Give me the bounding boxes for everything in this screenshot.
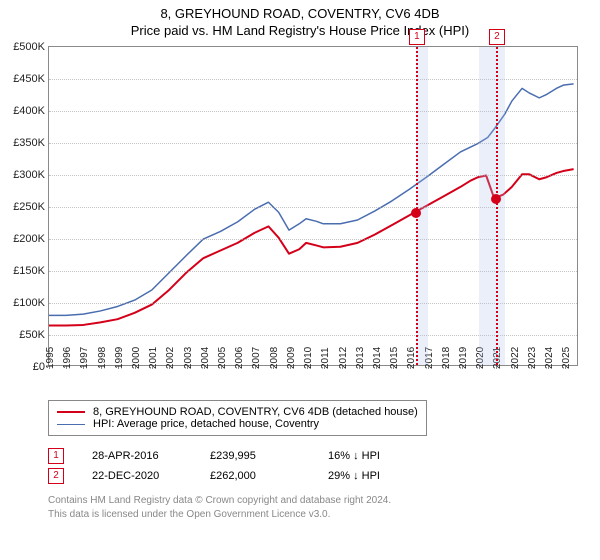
x-axis-label: 2002 bbox=[165, 347, 176, 369]
legend-label-hpi: HPI: Average price, detached house, Cove… bbox=[93, 418, 319, 430]
sale-price: £262,000 bbox=[210, 470, 300, 482]
chart-legend: 8, GREYHOUND ROAD, COVENTRY, CV6 4DB (de… bbox=[48, 400, 427, 436]
sale-index-label: 2 bbox=[489, 29, 505, 45]
sale-date: 22-DEC-2020 bbox=[92, 470, 182, 482]
y-axis-label: £500K bbox=[13, 41, 49, 53]
sale-index-badge: 2 bbox=[48, 468, 64, 484]
sale-date: 28-APR-2016 bbox=[92, 450, 182, 462]
x-axis-label: 2018 bbox=[441, 347, 452, 369]
x-axis-label: 2001 bbox=[148, 347, 159, 369]
x-axis-label: 1997 bbox=[79, 347, 90, 369]
sale-hpi-delta: 16% ↓ HPI bbox=[328, 450, 418, 462]
legend-label-property: 8, GREYHOUND ROAD, COVENTRY, CV6 4DB (de… bbox=[93, 406, 418, 418]
legend-row-hpi: HPI: Average price, detached house, Cove… bbox=[57, 418, 418, 430]
x-axis-label: 2003 bbox=[183, 347, 194, 369]
x-axis-label: 2012 bbox=[338, 347, 349, 369]
x-axis-label: 2000 bbox=[131, 347, 142, 369]
sale-index-badge: 1 bbox=[48, 448, 64, 464]
sales-row: 1 28-APR-2016 £239,995 16% ↓ HPI bbox=[48, 446, 600, 466]
sale-hpi-delta: 29% ↓ HPI bbox=[328, 470, 418, 482]
chart-title-subtitle: Price paid vs. HM Land Registry's House … bbox=[0, 23, 600, 38]
y-axis-label: £350K bbox=[13, 137, 49, 149]
sales-table: 1 28-APR-2016 £239,995 16% ↓ HPI 2 22-DE… bbox=[48, 446, 600, 486]
x-axis-label: 2024 bbox=[544, 347, 555, 369]
sale-marker bbox=[491, 194, 501, 204]
legend-row-property: 8, GREYHOUND ROAD, COVENTRY, CV6 4DB (de… bbox=[57, 406, 418, 418]
sale-marker bbox=[411, 208, 421, 218]
sale-price: £239,995 bbox=[210, 450, 300, 462]
x-axis-label: 2007 bbox=[251, 347, 262, 369]
y-axis-label: £400K bbox=[13, 105, 49, 117]
x-axis-label: 2011 bbox=[320, 347, 331, 369]
sales-row: 2 22-DEC-2020 £262,000 29% ↓ HPI bbox=[48, 466, 600, 486]
x-axis-label: 2014 bbox=[372, 347, 383, 369]
x-axis-label: 2022 bbox=[510, 347, 521, 369]
x-axis-label: 2023 bbox=[527, 347, 538, 369]
sale-index-label: 1 bbox=[409, 29, 425, 45]
x-axis-label: 2006 bbox=[234, 347, 245, 369]
x-axis-label: 1996 bbox=[62, 347, 73, 369]
chart-plot-area: £0£50K£100K£150K£200K£250K£300K£350K£400… bbox=[48, 46, 578, 366]
sale-vline bbox=[496, 47, 498, 365]
x-axis-label: 2025 bbox=[561, 347, 572, 369]
y-axis-label: £200K bbox=[13, 233, 49, 245]
sale-vline bbox=[416, 47, 418, 365]
x-axis-label: 2009 bbox=[286, 347, 297, 369]
legend-swatch-hpi bbox=[57, 424, 85, 425]
chart-titles: 8, GREYHOUND ROAD, COVENTRY, CV6 4DB Pri… bbox=[0, 0, 600, 38]
x-axis-label: 1998 bbox=[97, 347, 108, 369]
x-axis-label: 1995 bbox=[45, 347, 56, 369]
copyright-line2: This data is licensed under the Open Gov… bbox=[48, 508, 600, 522]
y-axis-label: £50K bbox=[19, 329, 49, 341]
y-axis-label: £450K bbox=[13, 73, 49, 85]
x-axis-label: 2004 bbox=[200, 347, 211, 369]
x-axis-label: 2008 bbox=[269, 347, 280, 369]
copyright-notice: Contains HM Land Registry data © Crown c… bbox=[48, 494, 600, 521]
y-axis-label: £100K bbox=[13, 297, 49, 309]
x-axis-label: 2005 bbox=[217, 347, 228, 369]
y-axis-label: £150K bbox=[13, 265, 49, 277]
y-axis-label: £300K bbox=[13, 169, 49, 181]
y-axis-label: £250K bbox=[13, 201, 49, 213]
x-axis-label: 2019 bbox=[458, 347, 469, 369]
x-axis-label: 2010 bbox=[303, 347, 314, 369]
x-axis-label: 2015 bbox=[389, 347, 400, 369]
x-axis-label: 2013 bbox=[355, 347, 366, 369]
chart-title-address: 8, GREYHOUND ROAD, COVENTRY, CV6 4DB bbox=[0, 6, 600, 21]
legend-swatch-property bbox=[57, 411, 85, 413]
x-axis-label: 1999 bbox=[114, 347, 125, 369]
shaded-range bbox=[479, 47, 505, 365]
copyright-line1: Contains HM Land Registry data © Crown c… bbox=[48, 494, 600, 508]
